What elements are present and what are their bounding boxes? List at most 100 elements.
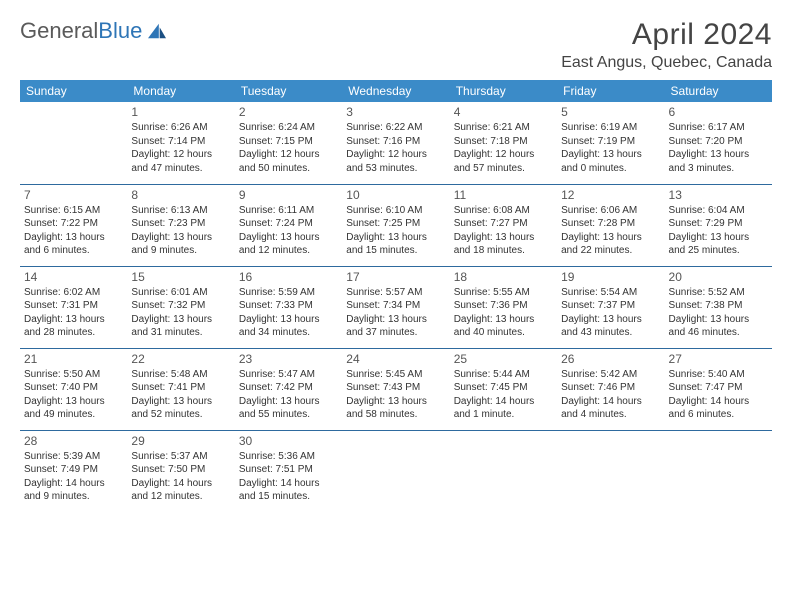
daylight: Daylight: 13 hours (131, 395, 230, 409)
day-number: 17 (346, 269, 445, 285)
calendar-day: 26Sunrise: 5:42 AMSunset: 7:46 PMDayligh… (557, 348, 664, 430)
daylight: and 40 minutes. (454, 326, 553, 340)
sunset: Sunset: 7:47 PM (669, 381, 768, 395)
calendar-header-row: SundayMondayTuesdayWednesdayThursdayFrid… (20, 80, 772, 102)
brand-part2: Blue (98, 18, 142, 43)
daylight: and 6 minutes. (669, 408, 768, 422)
sunset: Sunset: 7:22 PM (24, 217, 123, 231)
daylight: Daylight: 14 hours (669, 395, 768, 409)
sunset: Sunset: 7:14 PM (131, 135, 230, 149)
daylight: and 1 minute. (454, 408, 553, 422)
calendar-day: 13Sunrise: 6:04 AMSunset: 7:29 PMDayligh… (665, 184, 772, 266)
daylight: and 25 minutes. (669, 244, 768, 258)
sunrise: Sunrise: 6:04 AM (669, 204, 768, 218)
daylight: Daylight: 14 hours (24, 477, 123, 491)
brand-text: GeneralBlue (20, 18, 142, 44)
daylight: and 57 minutes. (454, 162, 553, 176)
sunset: Sunset: 7:41 PM (131, 381, 230, 395)
sunset: Sunset: 7:23 PM (131, 217, 230, 231)
calendar-day: 29Sunrise: 5:37 AMSunset: 7:50 PMDayligh… (127, 430, 234, 512)
calendar-week: 14Sunrise: 6:02 AMSunset: 7:31 PMDayligh… (20, 266, 772, 348)
sunset: Sunset: 7:45 PM (454, 381, 553, 395)
calendar-day: 9Sunrise: 6:11 AMSunset: 7:24 PMDaylight… (235, 184, 342, 266)
daylight: and 46 minutes. (669, 326, 768, 340)
calendar-empty (20, 102, 127, 184)
daylight: and 18 minutes. (454, 244, 553, 258)
day-number: 24 (346, 351, 445, 367)
daylight: Daylight: 13 hours (454, 313, 553, 327)
calendar-day: 1Sunrise: 6:26 AMSunset: 7:14 PMDaylight… (127, 102, 234, 184)
calendar-day: 12Sunrise: 6:06 AMSunset: 7:28 PMDayligh… (557, 184, 664, 266)
daylight: Daylight: 13 hours (346, 231, 445, 245)
daylight: and 47 minutes. (131, 162, 230, 176)
calendar-day: 17Sunrise: 5:57 AMSunset: 7:34 PMDayligh… (342, 266, 449, 348)
day-number: 11 (454, 187, 553, 203)
calendar-empty (342, 430, 449, 512)
daylight: and 22 minutes. (561, 244, 660, 258)
daylight: Daylight: 13 hours (24, 395, 123, 409)
sunrise: Sunrise: 6:24 AM (239, 121, 338, 135)
calendar-day: 25Sunrise: 5:44 AMSunset: 7:45 PMDayligh… (450, 348, 557, 430)
sunrise: Sunrise: 5:36 AM (239, 450, 338, 464)
sunset: Sunset: 7:46 PM (561, 381, 660, 395)
calendar-day: 15Sunrise: 6:01 AMSunset: 7:32 PMDayligh… (127, 266, 234, 348)
calendar-day: 5Sunrise: 6:19 AMSunset: 7:19 PMDaylight… (557, 102, 664, 184)
sunrise: Sunrise: 6:08 AM (454, 204, 553, 218)
sunset: Sunset: 7:16 PM (346, 135, 445, 149)
daylight: Daylight: 13 hours (24, 231, 123, 245)
sunset: Sunset: 7:36 PM (454, 299, 553, 313)
sunset: Sunset: 7:29 PM (669, 217, 768, 231)
sunrise: Sunrise: 5:42 AM (561, 368, 660, 382)
day-number: 14 (24, 269, 123, 285)
day-number: 29 (131, 433, 230, 449)
calendar-week: 21Sunrise: 5:50 AMSunset: 7:40 PMDayligh… (20, 348, 772, 430)
sunset: Sunset: 7:19 PM (561, 135, 660, 149)
daylight: Daylight: 13 hours (346, 313, 445, 327)
day-number: 1 (131, 104, 230, 120)
day-number: 12 (561, 187, 660, 203)
day-number: 26 (561, 351, 660, 367)
daylight: and 15 minutes. (346, 244, 445, 258)
sunrise: Sunrise: 6:02 AM (24, 286, 123, 300)
daylight: and 50 minutes. (239, 162, 338, 176)
calendar-day: 22Sunrise: 5:48 AMSunset: 7:41 PMDayligh… (127, 348, 234, 430)
calendar-day: 14Sunrise: 6:02 AMSunset: 7:31 PMDayligh… (20, 266, 127, 348)
sunset: Sunset: 7:50 PM (131, 463, 230, 477)
day-number: 20 (669, 269, 768, 285)
daylight: Daylight: 12 hours (239, 148, 338, 162)
sunrise: Sunrise: 5:40 AM (669, 368, 768, 382)
sunrise: Sunrise: 6:01 AM (131, 286, 230, 300)
sunset: Sunset: 7:49 PM (24, 463, 123, 477)
sunrise: Sunrise: 5:52 AM (669, 286, 768, 300)
sunrise: Sunrise: 6:15 AM (24, 204, 123, 218)
sunset: Sunset: 7:15 PM (239, 135, 338, 149)
sunrise: Sunrise: 5:57 AM (346, 286, 445, 300)
daylight: and 52 minutes. (131, 408, 230, 422)
day-number: 7 (24, 187, 123, 203)
daylight: and 4 minutes. (561, 408, 660, 422)
calendar-day: 6Sunrise: 6:17 AMSunset: 7:20 PMDaylight… (665, 102, 772, 184)
calendar-day: 16Sunrise: 5:59 AMSunset: 7:33 PMDayligh… (235, 266, 342, 348)
day-number: 4 (454, 104, 553, 120)
day-number: 30 (239, 433, 338, 449)
calendar-empty (450, 430, 557, 512)
sunrise: Sunrise: 5:39 AM (24, 450, 123, 464)
daylight: Daylight: 13 hours (239, 395, 338, 409)
day-number: 2 (239, 104, 338, 120)
daylight: and 0 minutes. (561, 162, 660, 176)
day-number: 8 (131, 187, 230, 203)
month-title: April 2024 (561, 18, 772, 52)
daylight: Daylight: 14 hours (239, 477, 338, 491)
calendar-day: 10Sunrise: 6:10 AMSunset: 7:25 PMDayligh… (342, 184, 449, 266)
sunrise: Sunrise: 5:37 AM (131, 450, 230, 464)
sunrise: Sunrise: 6:06 AM (561, 204, 660, 218)
sunset: Sunset: 7:42 PM (239, 381, 338, 395)
calendar-day: 4Sunrise: 6:21 AMSunset: 7:18 PMDaylight… (450, 102, 557, 184)
daylight: Daylight: 13 hours (346, 395, 445, 409)
daylight: and 55 minutes. (239, 408, 338, 422)
day-number: 10 (346, 187, 445, 203)
sunset: Sunset: 7:24 PM (239, 217, 338, 231)
sunset: Sunset: 7:32 PM (131, 299, 230, 313)
sunset: Sunset: 7:37 PM (561, 299, 660, 313)
sunrise: Sunrise: 5:54 AM (561, 286, 660, 300)
